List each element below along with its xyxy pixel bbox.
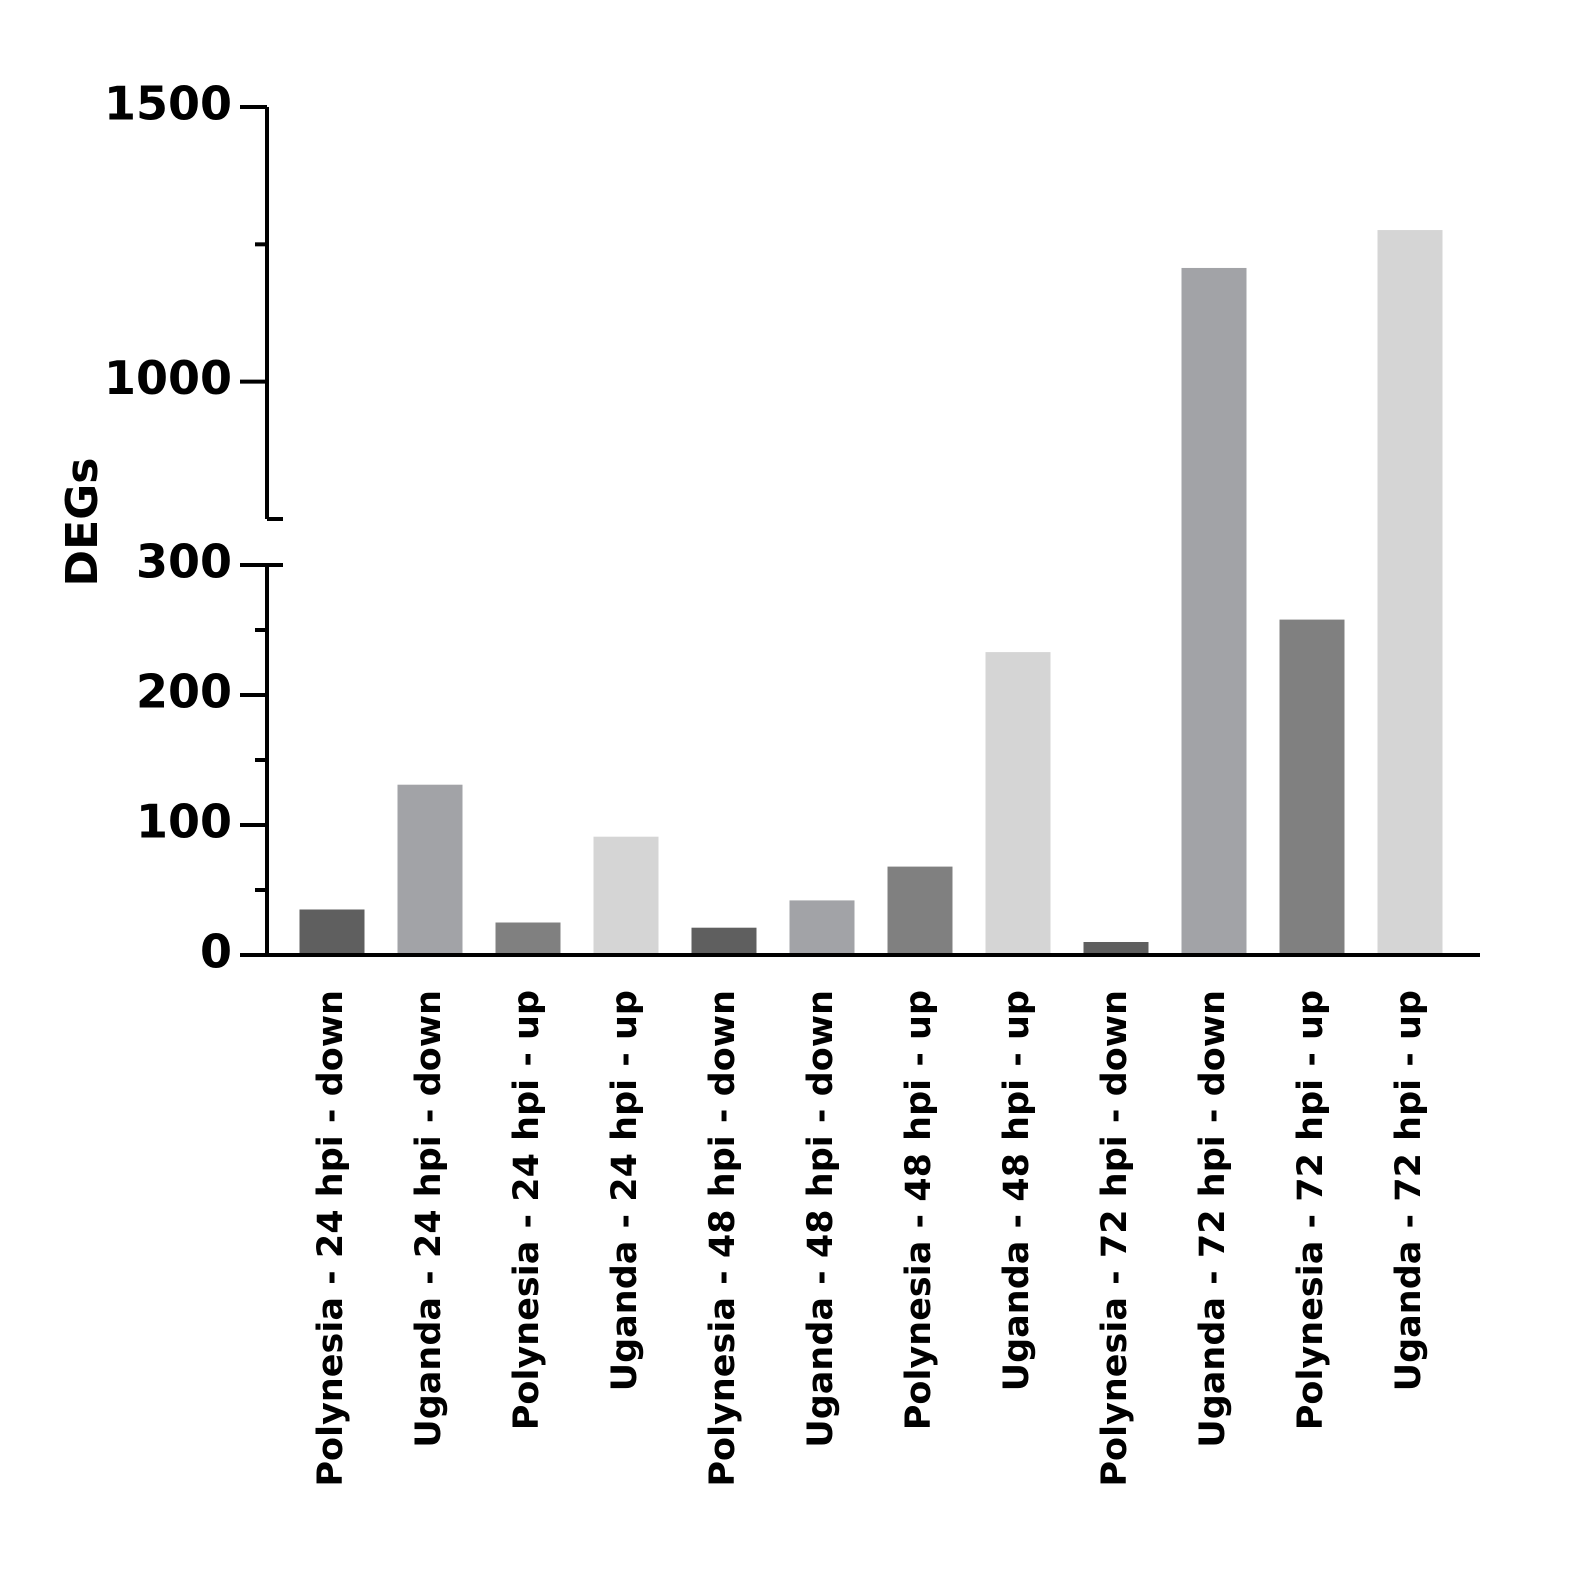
- y-tick-label: 0: [200, 925, 232, 979]
- x-tick-label: Uganda - 24 hpi - down: [409, 990, 449, 1448]
- x-tick-label: Polynesia - 48 hpi - down: [703, 990, 743, 1487]
- x-tick-label: Polynesia - 24 hpi - up: [507, 990, 547, 1430]
- bar: [1181, 267, 1247, 955]
- bar: [985, 652, 1051, 955]
- bar: [691, 927, 757, 955]
- bar: [1377, 230, 1443, 955]
- bar: [397, 784, 463, 955]
- y-tick-label: 200: [136, 665, 232, 719]
- y-tick-label: 1500: [104, 77, 232, 131]
- bar: [299, 909, 365, 955]
- y-axis-label: DEGs: [57, 458, 108, 587]
- bar: [593, 836, 659, 955]
- x-tick-label: Uganda - 48 hpi - down: [801, 990, 841, 1448]
- x-tick-label: Polynesia - 24 hpi - down: [311, 990, 351, 1487]
- bar: [887, 866, 953, 955]
- bar: [495, 922, 561, 955]
- x-tick-label: Polynesia - 72 hpi - down: [1095, 990, 1135, 1487]
- bar: [1279, 619, 1345, 955]
- x-tick-label: Uganda - 24 hpi - up: [605, 990, 645, 1391]
- x-tick-label: Uganda - 72 hpi - down: [1193, 990, 1233, 1448]
- x-tick-label: Uganda - 72 hpi - up: [1389, 990, 1429, 1391]
- y-tick-label: 1000: [104, 351, 232, 405]
- x-tick-label: Polynesia - 72 hpi - up: [1291, 990, 1331, 1430]
- x-tick-label: Uganda - 48 hpi - up: [997, 990, 1037, 1391]
- x-tick-label: Polynesia - 48 hpi - up: [899, 990, 939, 1430]
- bar: [789, 900, 855, 955]
- y-tick-label: 300: [136, 535, 232, 589]
- bar: [1083, 942, 1149, 955]
- y-tick-label: 100: [136, 795, 232, 849]
